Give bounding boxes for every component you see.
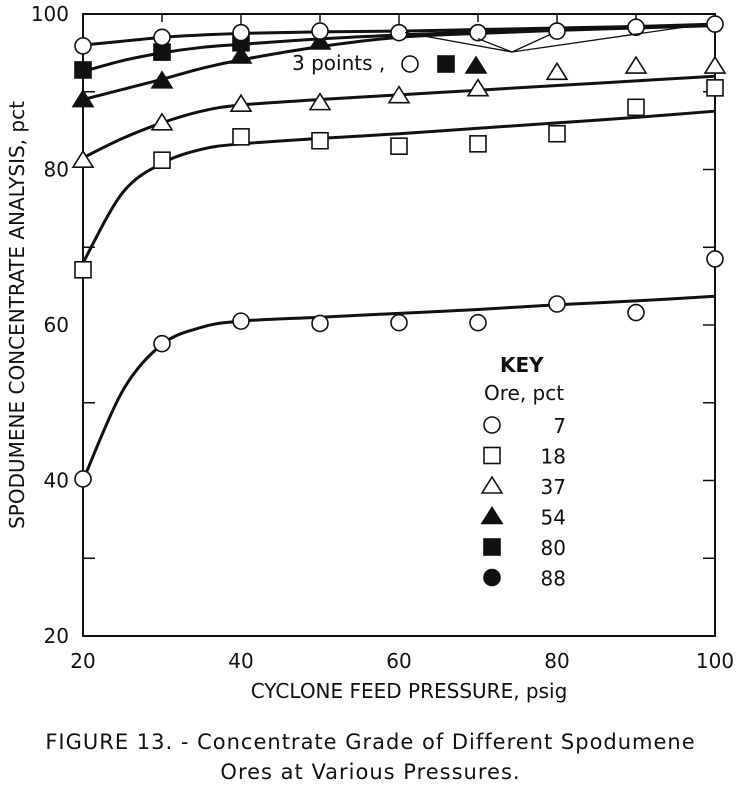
annotation-filled-square-icon [437, 55, 455, 73]
data-point-37 [545, 61, 569, 81]
data-point-88 [311, 22, 329, 40]
y-tick-label: 80 [44, 158, 69, 182]
figure-caption-line-1: FIGURE 13. - Concentrate Grade of Differ… [45, 730, 696, 754]
data-point-18 [706, 79, 724, 97]
data-point-18 [153, 151, 171, 169]
data-point-37 [466, 78, 490, 97]
data-point-18 [232, 128, 250, 146]
data-point-88 [706, 15, 724, 33]
data-point-18 [74, 260, 92, 279]
data-point-18 [627, 98, 645, 117]
data-point-88 [627, 18, 645, 37]
data-point-54 [71, 89, 95, 108]
data-point-7 [706, 250, 724, 268]
x-tick-label: 60 [386, 649, 411, 673]
data-point-37 [387, 85, 411, 104]
data-point-37 [308, 92, 332, 111]
data-point-18 [469, 135, 487, 153]
annotation-open-circle-icon [401, 55, 419, 73]
legend-marker-18 [483, 446, 501, 465]
data-point-18 [311, 131, 329, 150]
legend-subtitle: Ore, pct [484, 381, 564, 405]
figure-caption-line-2: Ores at Various Pressures. [220, 760, 521, 784]
data-point-7 [390, 313, 408, 332]
legend-marker-88 [483, 568, 501, 587]
legend-title: KEY [500, 353, 544, 377]
data-point-54 [150, 70, 174, 89]
annotation-text: 3 points , [292, 51, 385, 75]
annotation-arrow [511, 33, 552, 53]
data-point-88 [469, 23, 487, 42]
y-tick-label: 60 [44, 313, 69, 337]
data-point-7 [232, 312, 250, 330]
annotation-arrow [404, 32, 513, 53]
legend-label-80: 80 [541, 536, 566, 560]
data-point-80 [153, 43, 171, 61]
x-tick-label: 20 [70, 649, 95, 673]
data-point-18 [390, 137, 408, 155]
data-point-18 [548, 124, 566, 143]
legend-label-37: 37 [541, 475, 566, 499]
y-axis-label: SPODUMENE CONCENTRATE ANALYSIS, pct [5, 101, 29, 529]
data-point-88 [74, 37, 92, 55]
y-tick-label: 100 [31, 2, 69, 26]
annotation-arrow [511, 23, 706, 53]
data-point-54 [308, 31, 332, 50]
x-tick-label: 80 [544, 649, 569, 673]
legend-label-54: 54 [541, 506, 566, 530]
chart: 20 40 60 80 100 20 40 60 80 100 CYCLONE FEED PRESS… [5, 2, 734, 703]
data-point-7 [153, 334, 171, 353]
legend-marker-37 [480, 475, 504, 494]
legend-label-18: 18 [541, 445, 566, 469]
data-point-7 [469, 313, 487, 332]
data-point-7 [311, 314, 329, 333]
legend-marker-80 [483, 538, 501, 556]
data-point-88 [548, 22, 566, 40]
data-point-88 [232, 23, 250, 42]
y-tick-label: 20 [44, 624, 69, 648]
y-tick-label: 40 [44, 469, 69, 493]
fit-curve-18 [81, 109, 716, 264]
legend-marker-7 [483, 416, 501, 434]
data-point-7 [74, 470, 92, 488]
annotation-filled-triangle-icon [464, 55, 488, 74]
data-point-37 [703, 55, 727, 74]
data-point-37 [624, 55, 648, 74]
data-point-7 [548, 295, 566, 313]
data-point-37 [71, 149, 95, 168]
data-point-80 [74, 61, 92, 79]
x-tick-label: 100 [696, 649, 734, 673]
data-point-88 [153, 28, 171, 47]
data-point-88 [390, 23, 408, 42]
legend-marker-54 [480, 505, 504, 525]
legend-label-7: 7 [553, 414, 566, 438]
data-point-7 [627, 303, 645, 322]
data-point-54 [229, 45, 253, 64]
data-point-37 [150, 112, 174, 131]
x-axis-label: CYCLONE FEED PRESSURE, psig [251, 679, 568, 703]
x-tick-label: 40 [228, 649, 253, 673]
legend-label-88: 88 [541, 567, 566, 591]
annotation-arrow [477, 38, 513, 53]
data-point-37 [229, 93, 253, 112]
